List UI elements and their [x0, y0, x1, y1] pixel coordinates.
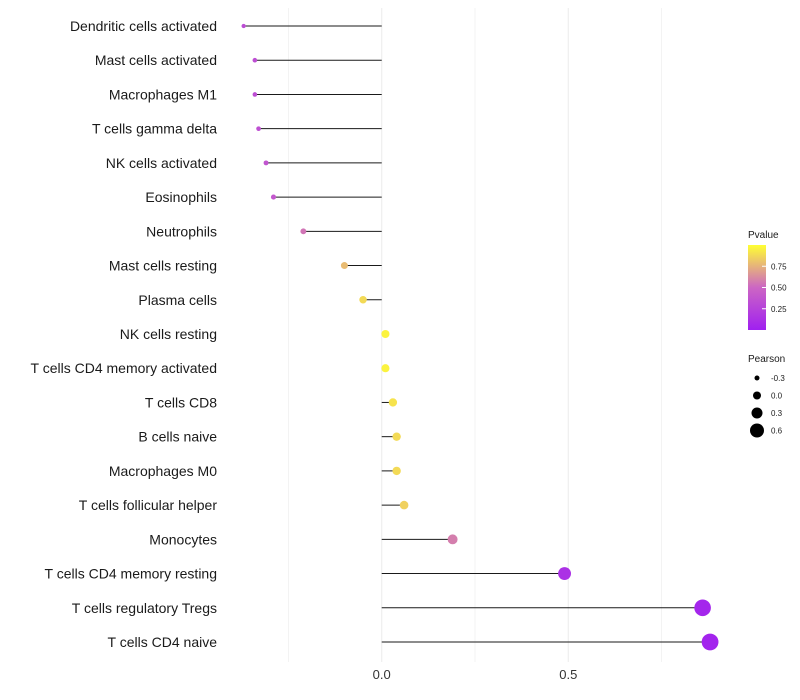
category-label: B cells naive — [138, 429, 217, 445]
category-label: Monocytes — [149, 531, 217, 547]
pearson-legend-label: 0.0 — [771, 392, 783, 401]
lollipop-point — [399, 500, 409, 510]
lollipop-point — [263, 160, 269, 166]
pearson-legend-label: 0.6 — [771, 427, 783, 436]
pvalue-legend-label: 0.50 — [771, 284, 787, 293]
pearson-legend-key — [751, 407, 763, 419]
lollipop-point — [252, 57, 258, 63]
lollipop-point — [392, 432, 401, 441]
pvalue-legend-label: 0.75 — [771, 262, 787, 271]
pearson-legend-key — [750, 423, 764, 438]
lollipop-point — [359, 296, 367, 304]
category-label: Dendritic cells activated — [70, 18, 217, 34]
pearson-legend-key — [753, 391, 761, 400]
pearson-legend-label: -0.3 — [771, 374, 785, 383]
lollipop-point — [381, 329, 390, 339]
lollipop-point — [694, 599, 711, 617]
lollipop-point — [241, 23, 246, 29]
pearson-legend: Pearson -0.3 0.0 0.3 0.6 — [748, 354, 785, 438]
lollipop-point — [388, 398, 398, 407]
category-label: Mast cells activated — [95, 52, 217, 68]
pvalue-colorbar — [748, 245, 766, 330]
lollipop-point — [340, 262, 348, 270]
x-tick-label: 0.0 — [373, 667, 391, 682]
category-label: Macrophages M0 — [109, 463, 217, 479]
lollipop-point — [252, 92, 258, 97]
lollipop-point — [701, 633, 719, 651]
lollipop-point — [300, 228, 307, 235]
category-label: Plasma cells — [138, 292, 217, 308]
x-tick-label: 0.5 — [559, 667, 577, 682]
category-label: T cells CD8 — [145, 394, 217, 410]
category-label: T cells CD4 memory resting — [45, 566, 217, 582]
lollipop-point — [270, 194, 277, 200]
pearson-legend-title: Pearson — [748, 354, 785, 365]
pearson-legend-key — [754, 375, 760, 381]
grid-lines — [288, 8, 662, 662]
lollipop-points — [241, 23, 719, 651]
category-label: T cells follicular helper — [79, 497, 218, 513]
category-label: NK cells activated — [106, 155, 217, 171]
category-label: T cells CD4 naive — [108, 634, 218, 650]
category-label: T cells regulatory Tregs — [72, 600, 217, 616]
lollipop-point — [447, 534, 458, 545]
lollipop-point — [392, 466, 401, 476]
lollipop-point — [558, 567, 572, 581]
lollipop-point — [256, 126, 261, 132]
pvalue-legend-title: Pvalue — [748, 230, 779, 241]
lollipop-point — [381, 364, 390, 373]
pvalue-legend-label: 0.25 — [771, 305, 787, 314]
category-label: Eosinophils — [145, 189, 217, 205]
category-labels: Dendritic cells activated Mast cells acti… — [31, 18, 218, 650]
category-label: Neutrophils — [146, 223, 217, 239]
pearson-legend-items: -0.3 0.0 0.3 0.6 — [750, 374, 785, 438]
category-label: T cells CD4 memory activated — [31, 360, 217, 376]
pvalue-legend: Pvalue 0.75 0.50 0.25 — [748, 230, 787, 330]
pvalue-legend-ticks: 0.75 0.50 0.25 — [762, 262, 787, 314]
category-label: Macrophages M1 — [109, 86, 217, 102]
category-label: T cells gamma delta — [92, 121, 217, 137]
lollipop-segments — [243, 25, 711, 643]
pearson-legend-label: 0.3 — [771, 409, 783, 418]
category-label: NK cells resting — [120, 326, 217, 342]
x-axis-tick-labels: 0.0 0.5 — [373, 667, 578, 682]
category-label: Mast cells resting — [109, 258, 217, 274]
